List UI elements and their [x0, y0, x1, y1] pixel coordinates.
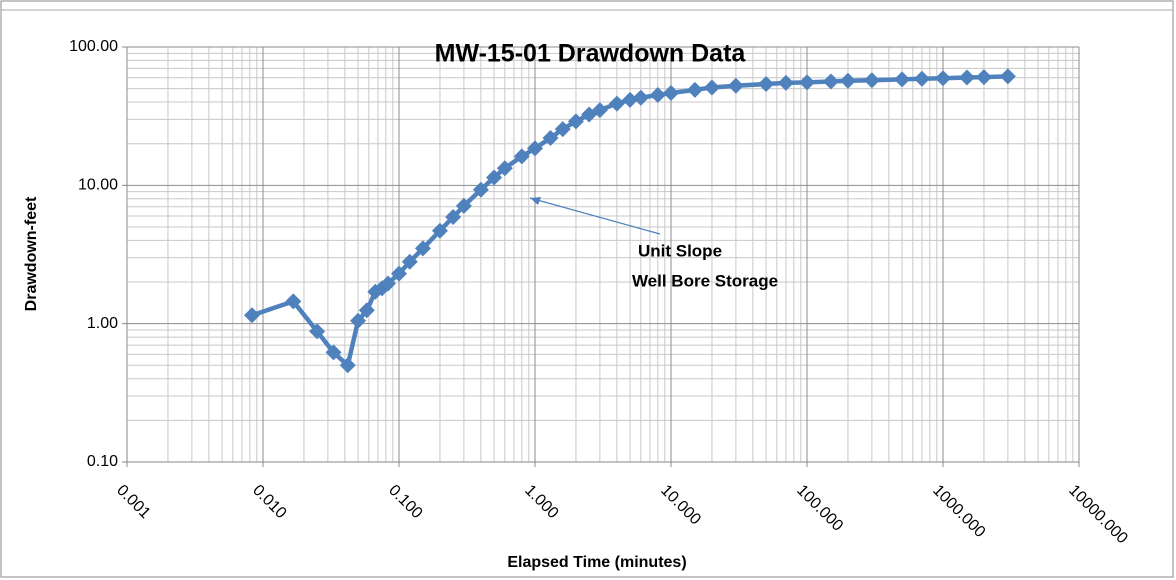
point-marker [285, 293, 302, 310]
point-marker [822, 73, 839, 90]
point-marker [935, 70, 951, 87]
y-axis-label: Drawdown-feet [23, 196, 40, 311]
point-marker [591, 102, 608, 119]
point-marker [527, 140, 543, 157]
annotation: Unit Slope [638, 241, 722, 260]
point-marker [686, 81, 703, 98]
point-marker [894, 71, 911, 88]
point-marker [472, 181, 489, 198]
point-marker [391, 265, 407, 282]
point-marker [431, 222, 448, 239]
point-marker [379, 275, 396, 292]
point-marker [663, 85, 679, 102]
point-marker [913, 70, 930, 87]
point-marker [350, 312, 367, 329]
point-marker [727, 77, 744, 94]
point-marker [445, 209, 462, 226]
point-marker [799, 74, 815, 91]
point-marker [358, 302, 375, 319]
point-marker [999, 68, 1016, 85]
point-marker [567, 113, 584, 130]
point-marker [777, 74, 794, 91]
point-marker [401, 253, 418, 270]
annotation: Well Bore Storage [632, 271, 778, 290]
point-marker [542, 129, 559, 146]
y-tick-label: 0.10 [87, 453, 118, 470]
point-marker [758, 76, 775, 93]
point-marker [703, 79, 720, 96]
point-marker [325, 344, 342, 361]
point-marker [958, 69, 975, 86]
point-marker [339, 357, 356, 374]
y-tick-label: 100.00 [69, 38, 118, 55]
point-marker [455, 197, 472, 214]
chart-title: MW-15-01 Drawdown Data [435, 40, 747, 68]
point-marker [975, 69, 992, 86]
point-marker [554, 121, 571, 138]
annotation-arrow [529, 197, 661, 235]
point-marker [863, 72, 880, 89]
point-marker [414, 240, 431, 257]
point-marker [243, 307, 260, 324]
point-marker [309, 323, 326, 340]
arrow-head [530, 197, 541, 205]
point-marker [839, 72, 856, 89]
point-marker [496, 160, 513, 177]
point-marker [513, 148, 530, 165]
x-axis-label: Elapsed Time (minutes) [507, 554, 686, 571]
point-marker [649, 86, 666, 103]
point-marker [486, 169, 503, 186]
grid-layer [126, 46, 1080, 463]
point-marker [632, 89, 649, 106]
point-marker [622, 91, 639, 108]
point-marker [608, 95, 625, 112]
y-tick-label: 1.00 [87, 315, 118, 332]
y-tick-label: 10.00 [78, 177, 118, 194]
